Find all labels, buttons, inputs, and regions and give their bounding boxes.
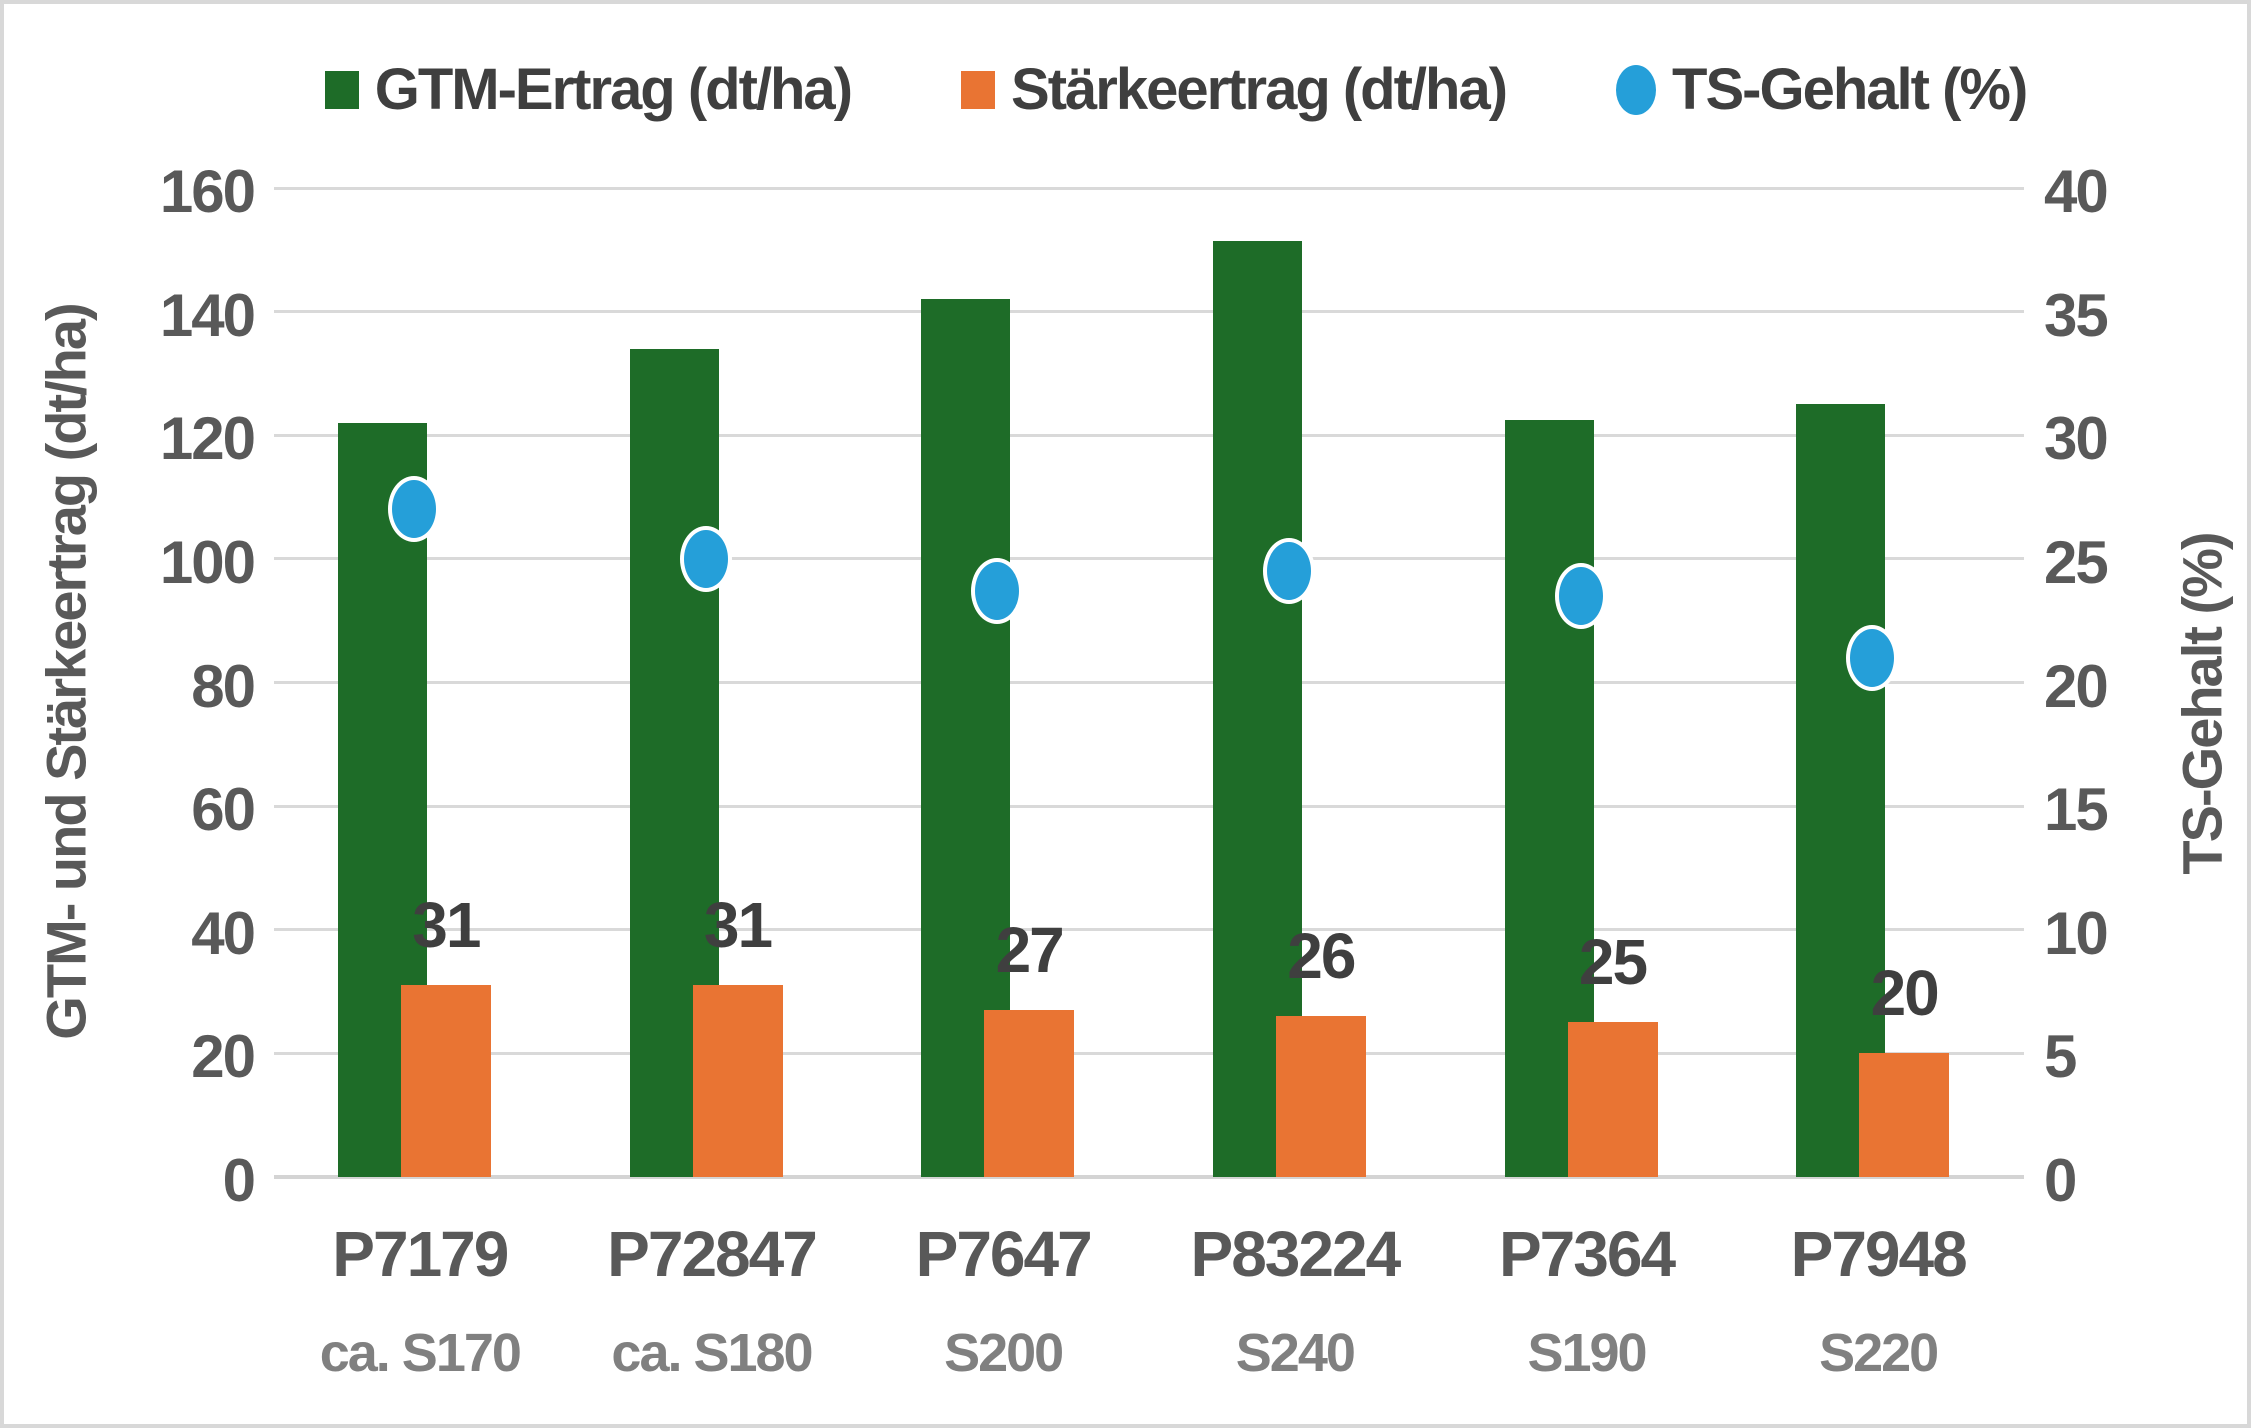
category-label: P7948 — [1790, 1218, 1968, 1290]
staerkeertrag-data-label: 31 — [412, 889, 481, 962]
left-tick-label: 120 — [159, 405, 256, 473]
right-tick-label: 0 — [2044, 1147, 2077, 1214]
bar-staerkeertrag — [400, 985, 491, 1177]
grid-line — [274, 804, 2024, 808]
grid-line — [274, 681, 2024, 684]
ts-gehalt-dot-icon — [1616, 64, 1657, 115]
bar-staerkeertrag — [1567, 1022, 1658, 1177]
right-tick-label: 20 — [2044, 652, 2109, 720]
category-label: P7364 — [1498, 1218, 1676, 1290]
gtm-ertrag-swatch-icon — [324, 70, 359, 109]
dot-ts-gehalt — [679, 525, 732, 592]
category-label: P83224 — [1190, 1218, 1402, 1290]
left-tick-label: 60 — [191, 776, 256, 844]
grid-line — [274, 310, 2024, 314]
staerkeertrag-data-label: 20 — [1870, 957, 1940, 1030]
grid-line — [274, 186, 2024, 190]
chart-legend: GTM-Ertrag (dt/ha) Stärkeertrag (dt/ha) … — [104, 56, 2247, 123]
grid-line — [274, 433, 2024, 437]
category-sublabel: S200 — [944, 1323, 1064, 1383]
legend-label-gtm-ertrag: GTM-Ertrag (dt/ha) — [374, 57, 853, 122]
category-sublabel: S190 — [1527, 1323, 1647, 1383]
staerkeertrag-data-label: 27 — [995, 914, 1065, 987]
left-tick-label: 80 — [191, 652, 256, 720]
left-tick-label: 40 — [191, 899, 256, 967]
bar-staerkeertrag — [692, 985, 783, 1177]
right-tick-label: 35 — [2044, 281, 2109, 349]
right-tick-label: 25 — [2044, 528, 2109, 596]
bar-staerkeertrag — [1859, 1053, 1950, 1177]
legend-label-ts-gehalt: TS-Gehalt (%) — [1672, 57, 2028, 122]
plot-area: 31 31 27 26 25 20 — [274, 186, 2024, 1179]
dot-ts-gehalt — [1554, 562, 1607, 629]
staerkeertrag-swatch-icon — [961, 70, 996, 109]
grid-line — [274, 928, 2024, 932]
right-tick-label: 5 — [2044, 1023, 2077, 1091]
grid-line — [274, 557, 2024, 561]
dot-ts-gehalt — [971, 558, 1024, 625]
right-tick-label: 30 — [2044, 405, 2109, 473]
left-tick-label: 140 — [159, 281, 256, 349]
legend-item-gtm-ertrag: GTM-Ertrag (dt/ha) — [324, 56, 853, 123]
staerkeertrag-data-label: 25 — [1578, 926, 1648, 999]
left-axis-title: GTM- und Stärkeertrag (dt/ha) — [34, 304, 98, 1040]
x-axis-line — [274, 1175, 2024, 1179]
right-tick-label: 10 — [2044, 899, 2109, 967]
staerkeertrag-data-label: 31 — [703, 889, 773, 962]
category-label: P7647 — [915, 1218, 1093, 1290]
category-sublabel: S240 — [1235, 1323, 1356, 1383]
staerkeertrag-data-label: 26 — [1287, 920, 1356, 993]
category-label: P7179 — [332, 1218, 509, 1290]
bar-staerkeertrag — [1275, 1016, 1366, 1177]
bar-staerkeertrag — [984, 1010, 1075, 1177]
dot-ts-gehalt — [387, 476, 440, 543]
right-tick-label: 40 — [2044, 158, 2109, 225]
legend-item-ts-gehalt: TS-Gehalt (%) — [1616, 56, 2028, 123]
left-tick-label: 160 — [159, 158, 256, 225]
right-tick-label: 15 — [2044, 776, 2109, 844]
legend-item-staerkeertrag: Stärkeertrag (dt/ha) — [961, 56, 1508, 123]
legend-label-staerkeertrag: Stärkeertrag (dt/ha) — [1011, 57, 1508, 122]
category-sublabel: ca. S180 — [611, 1323, 813, 1383]
left-tick-label: 20 — [191, 1023, 256, 1091]
grid-line — [274, 1051, 2024, 1055]
category-label: P72847 — [607, 1218, 818, 1290]
dot-ts-gehalt — [1846, 624, 1899, 691]
dot-ts-gehalt — [1262, 538, 1315, 605]
left-tick-label: 0 — [222, 1147, 256, 1214]
category-sublabel: S220 — [1819, 1323, 1939, 1383]
left-tick-label: 100 — [159, 528, 256, 596]
category-sublabel: ca. S170 — [319, 1323, 522, 1383]
bar-gtm-ertrag — [1796, 404, 1886, 1177]
